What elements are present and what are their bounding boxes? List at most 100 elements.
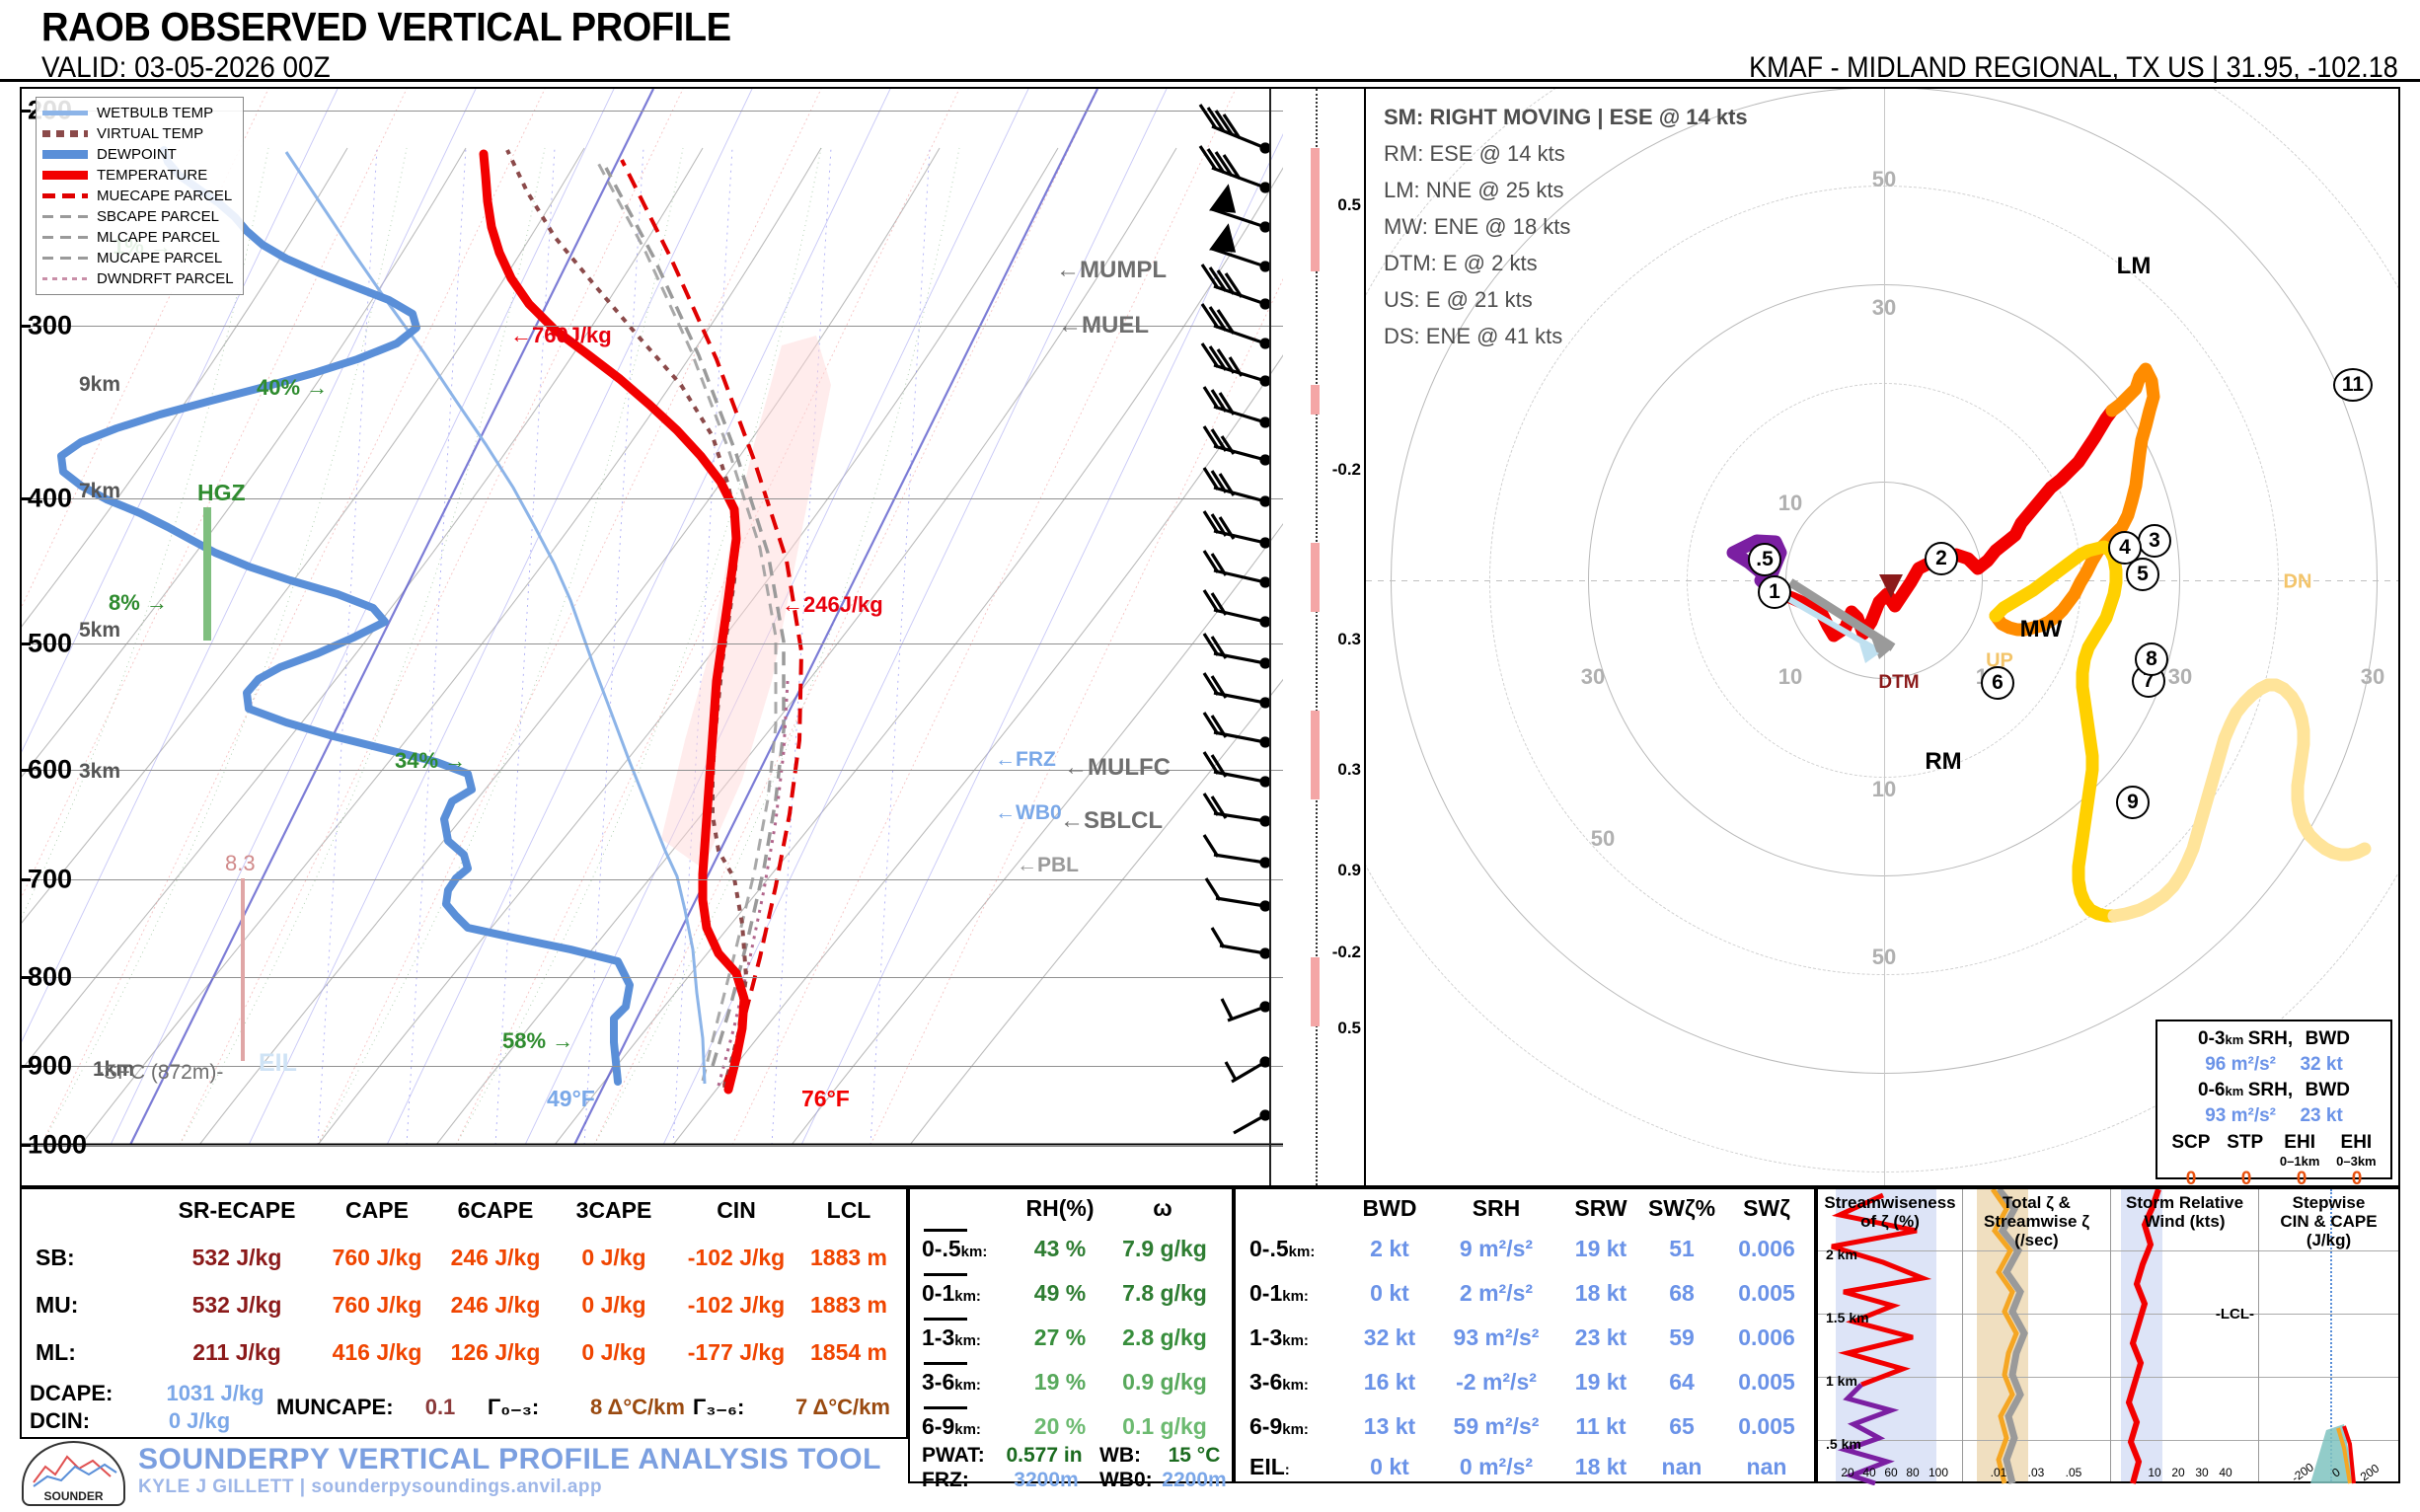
cell-srw-1-3km: 23 kt (1574, 1324, 1627, 1350)
omega-bar (1311, 148, 1320, 271)
hodo-segment-3-6km (1989, 362, 2160, 637)
hodo-axis-horizontal (1366, 580, 2398, 581)
station-label: KMAF - MIDLAND REGIONAL, TX US | 31.95, … (1749, 51, 2398, 84)
rh-label-34: 34% → (395, 748, 467, 773)
grid-line-400 (22, 498, 1291, 499)
hgz-bar (203, 507, 211, 641)
legend-item: VIRTUAL TEMP (42, 123, 234, 144)
cell-swz-0-0.5km: 0.006 (1738, 1236, 1795, 1261)
kin-row-sub-0-1km: km: (1282, 1288, 1309, 1305)
legend-label-mucape-parcel: MUCAPE PARCEL (97, 250, 223, 266)
mixing-ratio-bar (241, 878, 245, 1061)
row-sub-3-6km: km: (954, 1377, 981, 1394)
srh-row2-label: 0-6 (2198, 1080, 2226, 1100)
cell-srw-0-0.5km: 19 kt (1574, 1236, 1627, 1261)
kin-row-label-1-3km: 1-3 (1249, 1324, 1283, 1350)
hodo-ring-label: 10 (1871, 777, 1897, 801)
mp-title-line1: Streamwiseness (1824, 1193, 1956, 1212)
index-sub-ehi-0-3km: 0–3km (2336, 1154, 2377, 1169)
cell-swz-1-3km: 0.006 (1738, 1324, 1795, 1350)
grid-line-500 (22, 643, 1291, 644)
level-label-mulfc: ←MULFC (1064, 754, 1171, 781)
lapse-0-3-value: 8 Δ°C/km (590, 1395, 685, 1419)
hodo-ring-label: 50 (1590, 826, 1616, 851)
footer-brand: SOUNDERPY VERTICAL PROFILE ANALYSIS TOOL… (138, 1443, 881, 1498)
legend-label-virtual-temp: VIRTUAL TEMP (97, 125, 204, 142)
level-label-wb0: ←WB0 (995, 801, 1062, 824)
storm-motion-rm: RM: ESE @ 14 kts (1384, 141, 1565, 166)
kin-row-label-0-1km: 0-1 (1249, 1280, 1283, 1306)
cell-mu-lcl: 1883 m (809, 1292, 888, 1318)
skewt-panel[interactable]: 1000 900 800 700 600 500 400 300 200 -20… (20, 87, 1293, 1187)
hodo-marker-1km: 1 (1758, 575, 1791, 609)
legend-swatch-virtual-temp (42, 130, 88, 137)
srh-row2-bwd-value: 23 kt (2300, 1105, 2343, 1126)
kin-row-sub-6-9km: km: (1282, 1421, 1309, 1438)
row-label-mu: MU: (36, 1292, 79, 1318)
row-sub-0-0.5km: km: (960, 1244, 988, 1260)
omega-label-5: -0.2 (1331, 943, 1361, 961)
kin-row-label-eil: EIL (1249, 1454, 1285, 1479)
level-label-mumpl: ←MUMPL (1056, 257, 1167, 283)
row-label-0-0.5km: 0-.5 (922, 1236, 961, 1261)
omega-label-4: 0.9 (1337, 861, 1361, 879)
index-label-ehi-0-3km: EHI (2340, 1132, 2373, 1153)
cell-w-1-3km: 2.8 g/kg (1122, 1324, 1207, 1350)
row-label-0-1km: 0-1 (922, 1280, 955, 1306)
cell-swzpct-0-0.5km: 51 (1669, 1236, 1695, 1261)
frz-value: 3200m (1014, 1469, 1079, 1491)
cell-bwd-0-0.5km: 2 kt (1370, 1236, 1409, 1261)
legend-label-dewpoint: DEWPOINT (97, 146, 177, 163)
cell-mu-3cape: 0 J/kg (581, 1292, 646, 1318)
mp2-tick-01: .01 (1990, 1466, 2007, 1479)
omega-label-2: 0.3 (1337, 630, 1361, 648)
hodo-ring-label: 30 (1871, 295, 1897, 320)
col-header-srh: SRH (1472, 1195, 1521, 1221)
height-label-7km: 7km (79, 480, 121, 502)
mixing-ratio-label: 8.3 (225, 851, 256, 875)
index-label-scp: SCP (2171, 1132, 2211, 1153)
srh-row2-sub: km (2225, 1084, 2244, 1098)
index-value-stp: 0 (2240, 1169, 2252, 1187)
mini-panel-streamwiseness[interactable]: Streamwiseness of ζ (%) 2 km 1.5 km 1 km… (1818, 1189, 1962, 1485)
cell-swzpct-eil: nan (1661, 1454, 1702, 1479)
eil-label: EIL (259, 1049, 297, 1077)
mp-km-2km: 2 km (1826, 1247, 1857, 1262)
hodo-ring-60 (1366, 89, 2398, 1172)
hodo-ring-label: 10 (1777, 664, 1803, 689)
mp4-title-line2: CIN & CAPE (2280, 1212, 2378, 1231)
cell-swz-6-9km: 0.005 (1738, 1413, 1795, 1439)
level-label-frz: ←FRZ (995, 748, 1056, 771)
mini-panel-total-zeta[interactable]: Total ζ & Streamwise ζ (/sec) .01 .03 .0… (1962, 1189, 2110, 1484)
grid-line-1000 (22, 1145, 1291, 1146)
pwat-label: PWAT: (922, 1444, 985, 1467)
srh-row1-bwd-hdr: BWD (2305, 1028, 2350, 1049)
dcin-value: 0 J/kg (168, 1408, 231, 1433)
omega-bar (1311, 543, 1320, 612)
hodo-marker-2km: 2 (1925, 542, 1958, 575)
cell-swzpct-6-9km: 65 (1669, 1413, 1695, 1439)
level-label-muel: ←MUEL (1058, 312, 1149, 339)
pressure-tick-1000: 1000 (28, 1129, 88, 1160)
omega-label-3: 0.3 (1337, 760, 1361, 779)
pressure-tick-800: 800 (28, 961, 73, 992)
hodo-ring-label: 50 (1871, 167, 1897, 191)
cell-srh-0-1km: 2 m²/s² (1459, 1280, 1534, 1306)
hodograph-panel[interactable]: 10 10 10 10 30 30 30 50 30 50 50 (1364, 87, 2400, 1187)
srh-row1-sub: km (2225, 1032, 2244, 1047)
mp-km-1.5km: 1.5 km (1826, 1310, 1869, 1325)
mini-panels-container: Streamwiseness of ζ (%) 2 km 1.5 km 1 km… (1816, 1187, 2400, 1485)
cell-srw-3-6km: 19 kt (1574, 1369, 1627, 1395)
mini-panel-stepwise-cape[interactable]: Stepwise CIN & CAPE (J/kg) -200 0 200 (2258, 1189, 2398, 1485)
mini-panel-sr-wind[interactable]: Storm Relative Wind (kts) -LCL- 10 20 30… (2110, 1189, 2258, 1484)
legend-swatch-mlcape-parcel (42, 236, 88, 239)
mp4-title-line3: (J/kg) (2306, 1231, 2352, 1249)
srh-row2-srh-value: 93 m²/s² (2205, 1105, 2277, 1126)
hodo-segment-9-12km (2107, 678, 2372, 923)
index-value-ehi-0-1km: 0 (2296, 1169, 2307, 1187)
storm-motion-us: US: E @ 21 kts (1384, 287, 1533, 312)
cell-ml-cin: -177 J/kg (687, 1339, 786, 1365)
storm-motion-dtm: DTM: E @ 2 kts (1384, 251, 1538, 275)
lapse-3-6-label: Γ₃₋₆: (693, 1395, 745, 1419)
col-header-6cape: 6CAPE (457, 1197, 534, 1223)
